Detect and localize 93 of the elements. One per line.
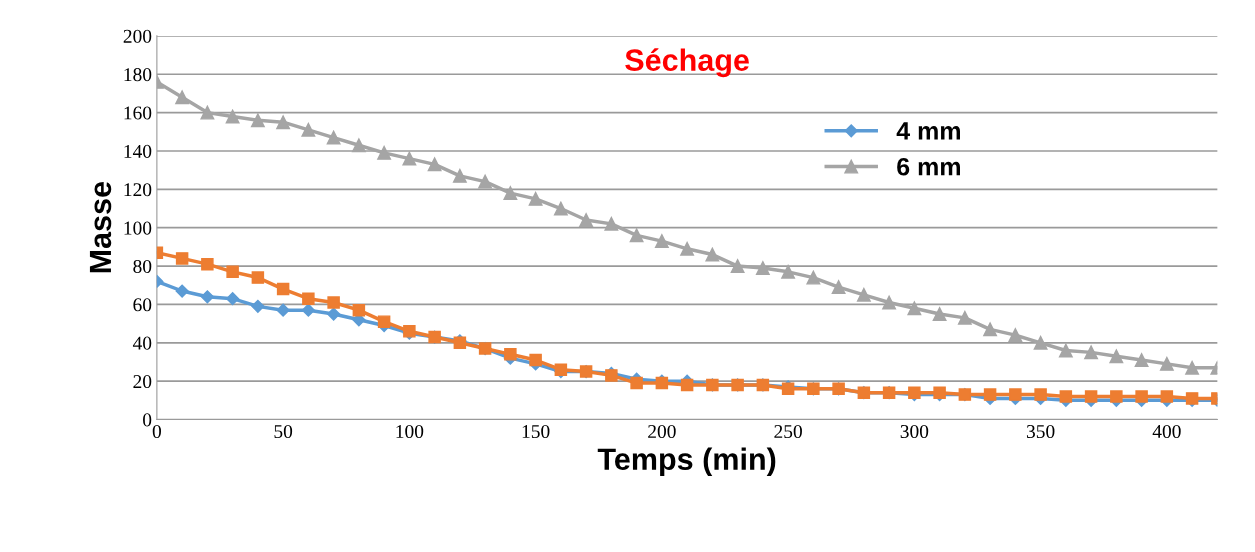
x-tick-label: 250 (774, 424, 802, 439)
point (250, 113, 265, 128)
point (1084, 390, 1098, 403)
point (226, 292, 240, 306)
point (200, 290, 214, 304)
point (680, 241, 695, 256)
point (201, 257, 214, 271)
point (579, 213, 594, 227)
point (326, 130, 341, 145)
point (604, 216, 619, 231)
point (1110, 390, 1123, 403)
point (907, 301, 922, 316)
point (529, 353, 542, 367)
point (175, 284, 189, 298)
point (882, 295, 897, 310)
y-tick-label: 60 (133, 298, 152, 312)
point (1134, 353, 1149, 368)
point (553, 201, 568, 216)
point (705, 247, 720, 262)
point (452, 168, 467, 183)
point (1159, 356, 1174, 371)
point (276, 115, 291, 130)
point (1058, 343, 1073, 358)
point (1084, 345, 1099, 360)
point (983, 322, 998, 337)
point (806, 270, 821, 285)
point (301, 122, 316, 137)
y-tick-label: 180 (124, 68, 152, 82)
point (302, 292, 315, 305)
point (831, 280, 846, 295)
point (276, 282, 290, 296)
point (175, 252, 189, 265)
point (680, 378, 694, 392)
point (630, 376, 643, 390)
point (781, 264, 796, 279)
point (251, 271, 265, 284)
point (327, 296, 340, 309)
y-tick-label: 40 (132, 336, 152, 350)
point (200, 105, 215, 120)
y-tick-label: 20 (133, 374, 152, 389)
point (427, 157, 442, 172)
point (1008, 328, 1023, 343)
chart-title: Séchage (625, 48, 749, 78)
point (352, 303, 366, 317)
y-tick-label: 80 (133, 259, 152, 273)
y-tick-label: 160 (124, 106, 152, 120)
point (1009, 388, 1022, 401)
point (983, 388, 997, 401)
point (1135, 390, 1148, 403)
x-tick-label: 100 (396, 424, 424, 439)
point (301, 303, 315, 317)
point (654, 234, 669, 249)
x-axis-title: Temps (min) (597, 447, 776, 477)
point (377, 315, 391, 328)
point (276, 303, 290, 317)
point (629, 228, 644, 243)
point (755, 261, 770, 275)
x-tick-label: 300 (900, 424, 929, 439)
point (1034, 388, 1047, 401)
point (175, 90, 190, 105)
point (351, 138, 366, 153)
point (327, 307, 341, 321)
point (504, 348, 517, 361)
x-tick-label: 350 (1026, 424, 1055, 439)
y-tick-label: 140 (124, 144, 152, 158)
y-tick-label: 120 (124, 183, 152, 197)
point (932, 307, 947, 321)
point (478, 174, 493, 189)
legend-label: 6 mm (897, 157, 960, 176)
point (1059, 390, 1073, 403)
point (1109, 349, 1124, 364)
point (528, 191, 543, 206)
point (730, 259, 745, 274)
point (1185, 360, 1200, 375)
y-tick-label: 100 (124, 221, 152, 235)
x-tick-label: 400 (1152, 424, 1181, 439)
point (225, 109, 240, 124)
point (503, 186, 518, 201)
point (402, 151, 417, 166)
point (957, 310, 972, 325)
y-tick-label: 200 (123, 29, 152, 43)
point (1033, 335, 1048, 350)
y-axis-title: Masse (89, 182, 112, 273)
point (377, 145, 392, 160)
legend-label: 4 mm (896, 122, 960, 140)
point (226, 265, 239, 279)
x-tick-label: 150 (522, 424, 550, 439)
point (251, 299, 265, 313)
y-tick-label: 0 (143, 413, 152, 427)
x-tick-label: 50 (274, 424, 293, 439)
point (856, 287, 871, 302)
point (1160, 390, 1174, 403)
x-tick-label: 200 (648, 424, 676, 439)
